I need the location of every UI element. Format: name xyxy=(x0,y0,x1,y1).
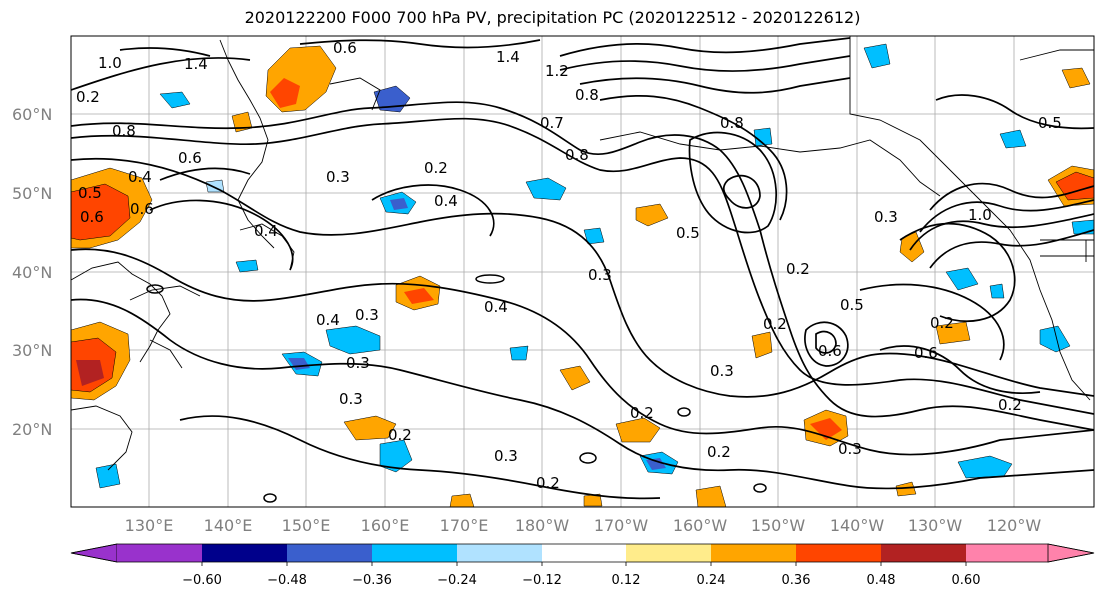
svg-text:0.2: 0.2 xyxy=(424,159,448,177)
svg-text:0.6: 0.6 xyxy=(80,208,104,226)
svg-text:0.3: 0.3 xyxy=(710,362,734,380)
colorbar-bin xyxy=(287,544,372,562)
svg-text:0.2: 0.2 xyxy=(630,404,654,422)
pv-small-contours xyxy=(146,274,767,503)
colorbar-bin xyxy=(202,544,287,562)
svg-text:1.4: 1.4 xyxy=(496,48,520,66)
svg-text:0.2: 0.2 xyxy=(786,260,810,278)
colorbar-bin xyxy=(796,544,881,562)
svg-text:130°E: 130°E xyxy=(125,516,174,535)
svg-text:0.4: 0.4 xyxy=(484,298,508,316)
svg-text:1.2: 1.2 xyxy=(545,62,569,80)
svg-text:0.2: 0.2 xyxy=(707,443,731,461)
svg-text:1.0: 1.0 xyxy=(968,206,992,224)
svg-text:0.5: 0.5 xyxy=(840,296,864,314)
svg-text:150°E: 150°E xyxy=(282,516,331,535)
svg-text:0.8: 0.8 xyxy=(720,114,744,132)
colorbar-ticks: −0.60 −0.48 −0.36 −0.24 −0.12 0.12 0.24 … xyxy=(182,573,980,588)
svg-text:1.4: 1.4 xyxy=(184,55,208,73)
colorbar-extend-high xyxy=(1047,543,1095,563)
svg-text:50°N: 50°N xyxy=(12,184,52,203)
svg-text:0.4: 0.4 xyxy=(316,311,340,329)
pv-contours xyxy=(71,37,1094,500)
map-title: 2020122200 F000 700 hPa PV, precipitatio… xyxy=(244,8,861,27)
svg-text:0.5: 0.5 xyxy=(78,184,102,202)
svg-text:0.2: 0.2 xyxy=(76,88,100,106)
svg-text:0.6: 0.6 xyxy=(130,200,154,218)
colorbar-tick: −0.60 xyxy=(182,573,222,588)
colorbar-tick: −0.36 xyxy=(352,573,392,588)
colorbar-tick: 0.48 xyxy=(867,573,896,588)
svg-text:60°N: 60°N xyxy=(12,105,52,124)
svg-text:140°W: 140°W xyxy=(830,516,885,535)
svg-text:1.0: 1.0 xyxy=(98,54,122,72)
svg-text:180°W: 180°W xyxy=(515,516,570,535)
svg-text:120°W: 120°W xyxy=(987,516,1042,535)
colorbar-tick: −0.12 xyxy=(522,573,562,588)
svg-text:0.8: 0.8 xyxy=(112,122,136,140)
colorbar-tick: 0.24 xyxy=(697,573,726,588)
colorbar-bin xyxy=(457,544,542,562)
svg-text:40°N: 40°N xyxy=(12,263,52,282)
svg-text:30°N: 30°N xyxy=(12,341,52,360)
negative-shading xyxy=(95,43,1094,489)
svg-text:140°E: 140°E xyxy=(204,516,253,535)
svg-text:0.2: 0.2 xyxy=(536,474,560,492)
colorbar-extend-low xyxy=(70,543,118,563)
svg-text:0.5: 0.5 xyxy=(1038,114,1062,132)
svg-text:0.3: 0.3 xyxy=(355,306,379,324)
svg-text:0.8: 0.8 xyxy=(575,86,599,104)
colorbar-bin xyxy=(542,544,626,562)
colorbar-tick: 0.36 xyxy=(782,573,811,588)
colorbar-tick: 0.60 xyxy=(952,573,981,588)
svg-text:0.8: 0.8 xyxy=(565,146,589,164)
svg-text:0.2: 0.2 xyxy=(763,315,787,333)
svg-text:0.3: 0.3 xyxy=(588,266,612,284)
svg-text:0.6: 0.6 xyxy=(914,344,938,362)
svg-text:0.6: 0.6 xyxy=(178,149,202,167)
colorbar-bin xyxy=(372,544,457,562)
svg-text:0.4: 0.4 xyxy=(254,222,278,240)
svg-text:0.7: 0.7 xyxy=(540,114,564,132)
svg-text:0.6: 0.6 xyxy=(333,39,357,57)
contour-labels: 0.6 1.4 1.2 1.4 0.8 0.8 1.0 0.2 0.8 0.6 … xyxy=(76,39,1062,492)
coastlines xyxy=(71,36,1094,471)
svg-text:160°W: 160°W xyxy=(673,516,728,535)
colorbar-tick: −0.48 xyxy=(267,573,307,588)
svg-text:0.3: 0.3 xyxy=(326,168,350,186)
svg-text:0.3: 0.3 xyxy=(494,447,518,465)
svg-text:0.2: 0.2 xyxy=(998,396,1022,414)
svg-text:0.5: 0.5 xyxy=(676,224,700,242)
map-frame xyxy=(70,35,1095,508)
colorbar-tick: 0.12 xyxy=(612,573,641,588)
svg-text:150°W: 150°W xyxy=(751,516,806,535)
positive-shading xyxy=(71,45,1094,507)
colorbar: −0.60 −0.48 −0.36 −0.24 −0.12 0.12 0.24 … xyxy=(70,543,1095,588)
svg-text:170°W: 170°W xyxy=(594,516,649,535)
svg-text:0.3: 0.3 xyxy=(838,440,862,458)
svg-text:20°N: 20°N xyxy=(12,420,52,439)
svg-text:0.3: 0.3 xyxy=(874,208,898,226)
svg-text:0.4: 0.4 xyxy=(434,192,458,210)
longitude-labels: 130°E 140°E 150°E 160°E 170°E 180°W 170°… xyxy=(125,516,1042,535)
map-panel: 0.6 1.4 1.2 1.4 0.8 0.8 1.0 0.2 0.8 0.6 … xyxy=(71,36,1094,507)
svg-text:0.3: 0.3 xyxy=(346,354,370,372)
svg-text:0.2: 0.2 xyxy=(930,314,954,332)
svg-text:160°E: 160°E xyxy=(361,516,410,535)
colorbar-bin xyxy=(966,544,1048,562)
colorbar-bin xyxy=(881,544,966,562)
svg-text:130°W: 130°W xyxy=(908,516,963,535)
svg-text:0.3: 0.3 xyxy=(339,390,363,408)
colorbar-outline xyxy=(70,543,1095,563)
colorbar-bin xyxy=(711,544,796,562)
svg-text:0.2: 0.2 xyxy=(388,426,412,444)
colorbar-bin xyxy=(117,544,202,562)
colorbar-tick: −0.24 xyxy=(437,573,477,588)
svg-text:0.6: 0.6 xyxy=(818,342,842,360)
svg-text:0.4: 0.4 xyxy=(128,168,152,186)
latitude-labels: 60°N 50°N 40°N 30°N 20°N xyxy=(12,105,52,439)
svg-text:170°E: 170°E xyxy=(440,516,489,535)
colorbar-bin xyxy=(626,544,711,562)
